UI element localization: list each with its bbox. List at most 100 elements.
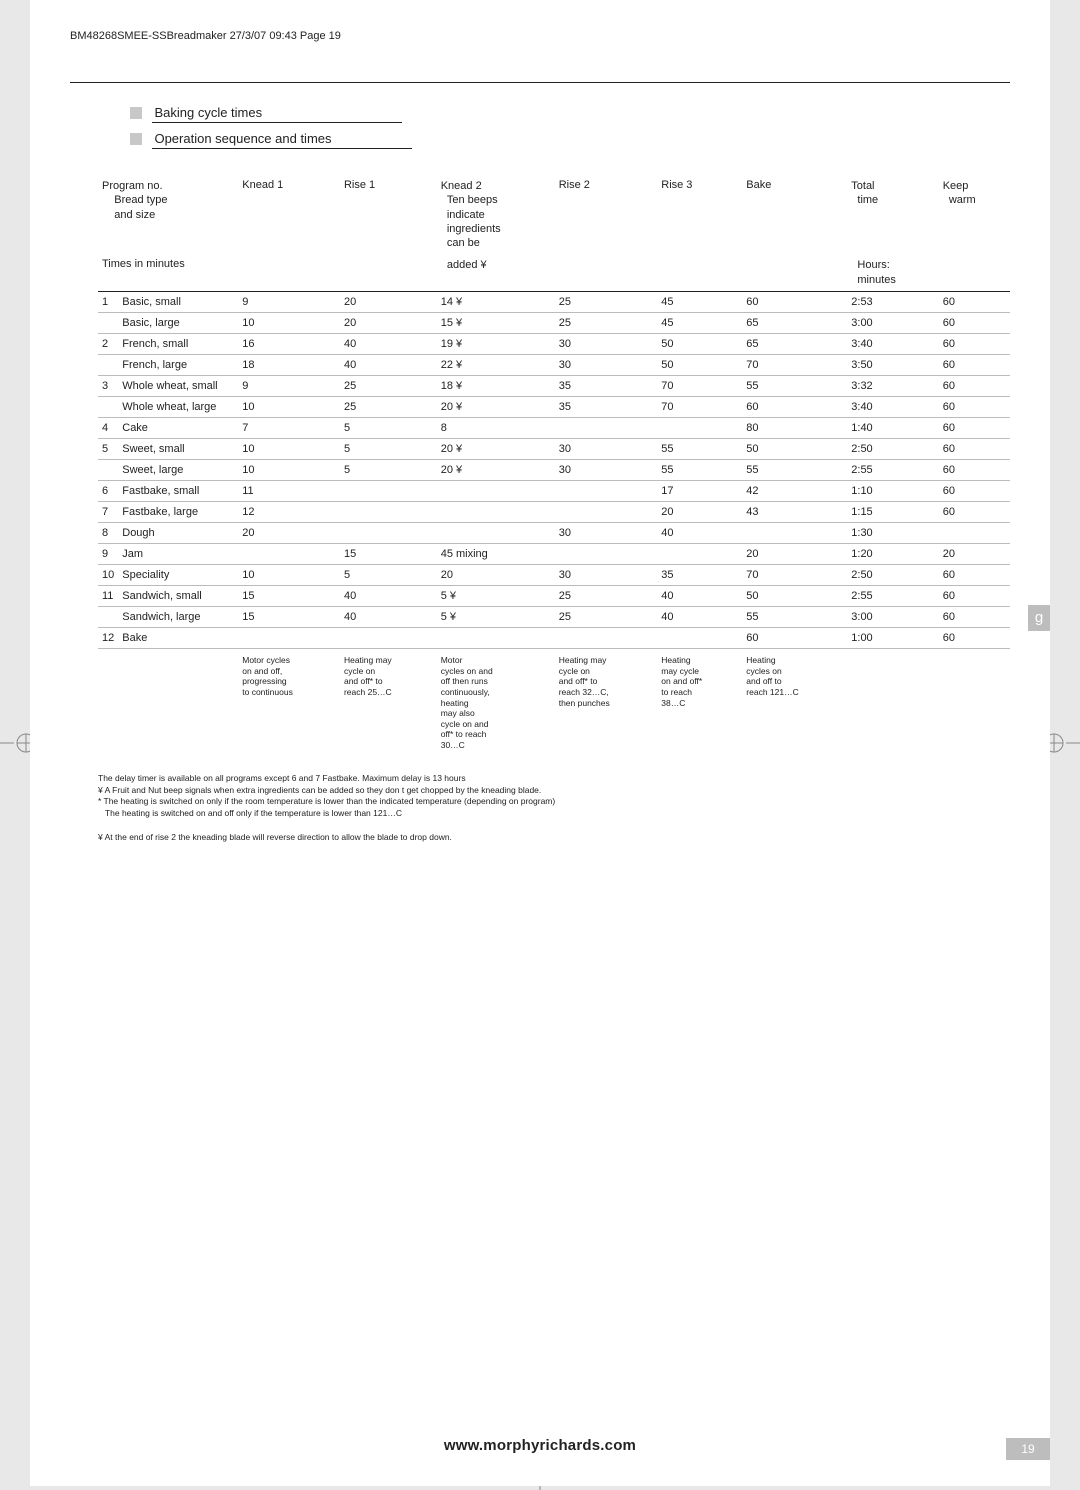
table-cell: 50 bbox=[657, 334, 742, 355]
table-cell: 30 bbox=[555, 523, 658, 544]
table-cell: 42 bbox=[742, 481, 847, 502]
table-row: 5Sweet, small10520 ¥3055502:5060 bbox=[98, 439, 1010, 460]
table-cell: 6 bbox=[98, 481, 118, 502]
table-cell: 60 bbox=[742, 628, 847, 649]
col-rise1: Rise 1 bbox=[340, 175, 437, 254]
table-cell: Sweet, small bbox=[118, 439, 238, 460]
table-cell bbox=[437, 502, 555, 523]
col-knead1: Knead 1 bbox=[238, 175, 340, 254]
table-cell: 1 bbox=[98, 292, 118, 313]
table-cell: 60 bbox=[939, 313, 1010, 334]
section-title: Baking cycle times bbox=[152, 103, 402, 123]
table-cell bbox=[657, 544, 742, 565]
page-number: 19 bbox=[1006, 1438, 1050, 1460]
table-cell: 5 bbox=[340, 418, 437, 439]
table-cell: 17 bbox=[657, 481, 742, 502]
table-cell bbox=[555, 544, 658, 565]
table-cell bbox=[340, 481, 437, 502]
table-cell bbox=[340, 628, 437, 649]
table-cell: 16 bbox=[238, 334, 340, 355]
section-title: Operation sequence and times bbox=[152, 129, 411, 149]
table-cell: 50 bbox=[742, 439, 847, 460]
table-cell bbox=[555, 628, 658, 649]
hdr-text: Total bbox=[851, 180, 874, 192]
table-cell bbox=[555, 418, 658, 439]
section-heading-1: Baking cycle times bbox=[130, 103, 402, 123]
table-row: 9Jam1545 mixing201:2020 bbox=[98, 544, 1010, 565]
table-cell: 60 bbox=[939, 460, 1010, 481]
table-cell: Dough bbox=[118, 523, 238, 544]
table-cell: 12 bbox=[98, 628, 118, 649]
table-cell: 55 bbox=[742, 376, 847, 397]
table-cell: 10 bbox=[238, 565, 340, 586]
table-cell: Basic, small bbox=[118, 292, 238, 313]
table-cell: 70 bbox=[742, 355, 847, 376]
table-cell: 30 bbox=[555, 334, 658, 355]
table-cell: 19 ¥ bbox=[437, 334, 555, 355]
table-cell: 35 bbox=[555, 376, 658, 397]
table-row: Basic, large102015 ¥2545653:0060 bbox=[98, 313, 1010, 334]
table-cell bbox=[555, 502, 658, 523]
table-row: 10Speciality105203035702:5060 bbox=[98, 565, 1010, 586]
table-cell bbox=[555, 481, 658, 502]
table-cell: 20 ¥ bbox=[437, 439, 555, 460]
table-cell: 60 bbox=[939, 397, 1010, 418]
table-cell: 30 bbox=[555, 460, 658, 481]
table-cell: 20 bbox=[657, 502, 742, 523]
table-cell: Sweet, large bbox=[118, 460, 238, 481]
note-bake: Heating cycles on and off to reach 121…C bbox=[742, 649, 847, 755]
table-cell: 5 ¥ bbox=[437, 586, 555, 607]
table-cell bbox=[98, 460, 118, 481]
table-cell: 3:40 bbox=[847, 334, 938, 355]
table-cell: French, small bbox=[118, 334, 238, 355]
table-row: 11Sandwich, small15405 ¥2540502:5560 bbox=[98, 586, 1010, 607]
table-cell: 40 bbox=[657, 586, 742, 607]
table-cell: 5 bbox=[340, 439, 437, 460]
table-cell: 8 bbox=[437, 418, 555, 439]
table-cell: 20 bbox=[742, 544, 847, 565]
table-cell bbox=[98, 607, 118, 628]
col-knead2: Knead 2 Ten beeps indicate ingredients c… bbox=[437, 175, 555, 254]
table-cell: 2 bbox=[98, 334, 118, 355]
table-row: 4Cake758801:4060 bbox=[98, 418, 1010, 439]
hdr-text: can be bbox=[447, 237, 480, 249]
hdr-text: added ¥ bbox=[447, 259, 487, 271]
hdr-text: warm bbox=[949, 194, 976, 206]
table-cell: 4 bbox=[98, 418, 118, 439]
hdr-text: Keep bbox=[943, 180, 969, 192]
table-cell: 70 bbox=[742, 565, 847, 586]
table-cell: 55 bbox=[742, 460, 847, 481]
footnotes: The delay timer is available on all prog… bbox=[98, 773, 1010, 844]
times-in-minutes-label: Times in minutes bbox=[98, 254, 238, 291]
table-cell: 60 bbox=[939, 586, 1010, 607]
top-rule bbox=[70, 82, 1010, 83]
table-cell: 50 bbox=[742, 586, 847, 607]
hdr-text: time bbox=[857, 194, 878, 206]
col-knead2-sub: added ¥ bbox=[437, 254, 555, 291]
table-cell: 60 bbox=[939, 376, 1010, 397]
table-cell: Speciality bbox=[118, 565, 238, 586]
table-cell: 22 ¥ bbox=[437, 355, 555, 376]
table-cell: 40 bbox=[340, 607, 437, 628]
hdr-text: and size bbox=[114, 209, 155, 221]
note-knead1: Motor cycles on and off, progressing to … bbox=[238, 649, 340, 755]
table-cell: 43 bbox=[742, 502, 847, 523]
table-cell: 20 bbox=[437, 565, 555, 586]
table-cell: 15 bbox=[340, 544, 437, 565]
table-cell: Cake bbox=[118, 418, 238, 439]
table-cell bbox=[238, 544, 340, 565]
table-cell: 60 bbox=[939, 439, 1010, 460]
table-cell: 20 bbox=[939, 544, 1010, 565]
table-cell: 30 bbox=[555, 355, 658, 376]
table-cell: Basic, large bbox=[118, 313, 238, 334]
table-cell: Jam bbox=[118, 544, 238, 565]
table-cell: 60 bbox=[939, 565, 1010, 586]
table-cell: 25 bbox=[555, 313, 658, 334]
hdr-text: indicate bbox=[447, 209, 485, 221]
table-cell bbox=[742, 523, 847, 544]
col-rise2: Rise 2 bbox=[555, 175, 658, 254]
side-tab: g bbox=[1028, 605, 1050, 631]
column-footnotes-row: Motor cycles on and off, progressing to … bbox=[98, 649, 1010, 755]
col-rise3: Rise 3 bbox=[657, 175, 742, 254]
table-cell: 18 ¥ bbox=[437, 376, 555, 397]
